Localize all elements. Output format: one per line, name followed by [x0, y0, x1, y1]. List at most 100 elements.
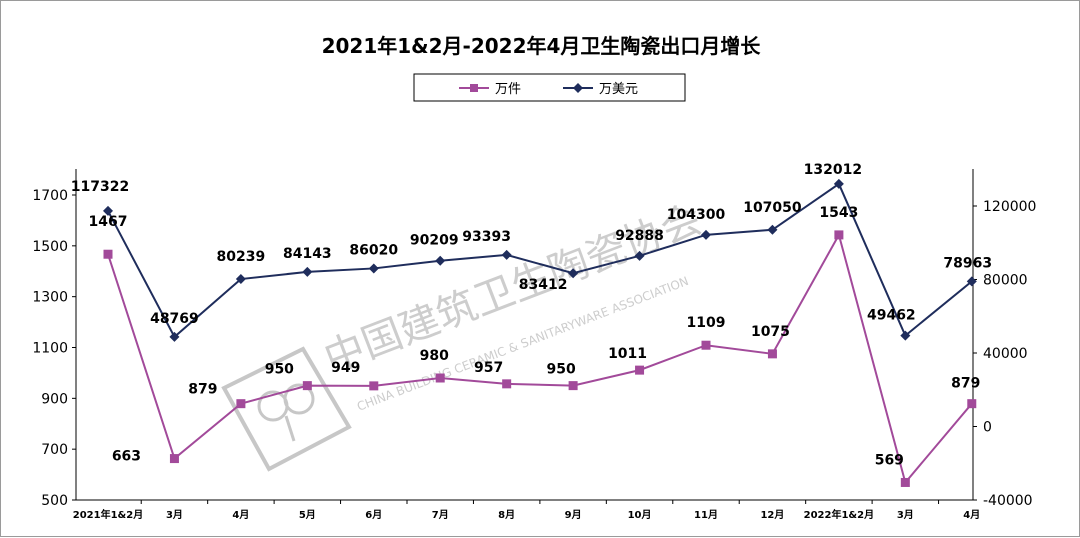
marker-usd: [501, 249, 512, 260]
marker-usd: [103, 205, 113, 216]
data-label-pieces: 1543: [819, 205, 858, 221]
marker-pieces: [568, 381, 578, 391]
marker-pieces: [169, 454, 179, 464]
marker-pieces: [502, 379, 512, 389]
y-right-tick-label: 80000: [983, 273, 1028, 289]
x-tick-label: 3月: [166, 509, 183, 521]
marker-usd: [235, 274, 246, 285]
x-tick-label: 5月: [299, 509, 316, 521]
series-markers: [103, 178, 977, 487]
watermark-logo-ring-2: [283, 383, 315, 415]
y-left-tick-label: 700: [41, 442, 68, 458]
x-tick-labels: 2021年1&2月 3月 4月 5月 6月 7月 8月 9月 10月 11月 12月 2022年1&2…: [73, 508, 980, 521]
y-left-tick-label: 1500: [32, 239, 68, 255]
marker-pieces: [435, 373, 445, 383]
data-label-pieces: 949: [331, 360, 360, 376]
x-tick-label: 8月: [498, 509, 515, 521]
marker-usd: [966, 276, 977, 287]
data-label-pieces: 663: [112, 449, 141, 465]
data-label-pieces: 957: [474, 360, 503, 376]
y-left-tick-label: 1100: [32, 341, 68, 357]
legend-label-usd: 万美元: [599, 82, 638, 97]
marker-usd: [634, 250, 645, 261]
data-label-usd: 84143: [283, 246, 332, 262]
axes: 500 700 900 1100 1300 1500 1700 -40000 0 40000 800…: [32, 169, 1036, 509]
x-tick-label: 12月: [760, 509, 784, 521]
marker-usd: [169, 331, 180, 342]
series-lines: [107, 182, 973, 485]
marker-pieces: [369, 381, 379, 391]
series-line-usd: [107, 182, 973, 339]
x-tick-label: 6月: [365, 509, 382, 521]
marker-pieces: [900, 477, 910, 487]
x-tick-label: 7月: [432, 509, 449, 521]
x-tick-label: 4月: [232, 509, 249, 521]
data-label-usd: 107050: [743, 200, 802, 216]
chart-title: 2021年1&2月-2022年4月卫生陶瓷出口月增长: [322, 34, 762, 58]
data-label-usd: 90209: [410, 233, 459, 249]
legend-marker-pieces: [470, 84, 478, 92]
marker-usd: [701, 229, 711, 240]
marker-pieces: [236, 399, 246, 409]
y-right-tick-label: 40000: [983, 346, 1028, 362]
legend-box: [413, 73, 686, 102]
x-tick-label: 10月: [628, 509, 652, 521]
y-left-tick-label: 500: [41, 493, 68, 509]
y-right-tick-label: -40000: [983, 493, 1033, 509]
watermark-logo-ring-1: [257, 390, 289, 422]
marker-pieces: [635, 365, 645, 375]
x-tick-label: 2021年1&2月: [73, 508, 143, 521]
y-left-tick-label: 900: [41, 391, 68, 407]
series-line-pieces: [107, 232, 973, 485]
data-label-pieces: 569: [875, 452, 904, 468]
y-left-tick-label: 1300: [32, 290, 68, 306]
data-label-usd: 117322: [71, 179, 129, 195]
watermark-logo-stem: [284, 415, 296, 442]
marker-pieces: [967, 399, 977, 409]
marker-usd: [368, 263, 379, 274]
marker-usd: [767, 224, 778, 235]
data-labels: 1467 663 879 950 949 980 957 950 1011 1109 1075 154…: [71, 162, 992, 469]
data-label-pieces: 1011: [608, 346, 647, 362]
data-label-pieces: 1467: [89, 214, 128, 230]
data-label-pieces: 1109: [687, 315, 726, 331]
data-label-usd: 83412: [519, 277, 568, 293]
marker-usd: [435, 255, 446, 266]
x-tick-label: 9月: [565, 509, 582, 521]
marker-pieces: [701, 340, 711, 350]
marker-pieces: [103, 249, 113, 259]
legend: 万件 万美元: [413, 73, 686, 102]
data-label-usd: 93393: [462, 229, 511, 245]
marker-pieces: [834, 230, 844, 240]
y-right-tick-label: 120000: [983, 199, 1036, 215]
data-label-pieces: 879: [951, 376, 980, 392]
marker-pieces: [302, 381, 312, 391]
data-label-usd: 132012: [804, 162, 862, 178]
data-label-pieces: 879: [188, 382, 217, 398]
data-label-usd: 104300: [667, 207, 726, 223]
data-label-usd: 49462: [867, 308, 916, 324]
marker-usd: [900, 330, 911, 341]
marker-pieces: [767, 349, 777, 359]
data-label-usd: 78963: [943, 255, 992, 271]
legend-label-pieces: 万件: [495, 82, 521, 97]
data-label-usd: 80239: [217, 249, 266, 265]
x-tick-label: 3月: [897, 509, 914, 521]
y-right-tick-label: 0: [983, 420, 992, 436]
marker-usd: [833, 178, 844, 189]
marker-usd: [568, 268, 579, 279]
data-label-usd: 86020: [349, 242, 398, 258]
data-label-pieces: 950: [265, 362, 294, 378]
data-label-pieces: 1075: [751, 324, 790, 340]
y-left-tick-label: 1700: [32, 188, 68, 204]
x-tick-label: 2022年1&2月: [804, 508, 874, 521]
watermark-logo: [221, 346, 352, 472]
x-tick-label: 4月: [963, 509, 980, 521]
data-label-usd: 48769: [150, 311, 199, 327]
data-label-usd: 92888: [615, 228, 664, 244]
data-label-pieces: 950: [546, 362, 575, 378]
legend-marker-usd: [573, 83, 583, 93]
marker-usd: [302, 266, 313, 277]
